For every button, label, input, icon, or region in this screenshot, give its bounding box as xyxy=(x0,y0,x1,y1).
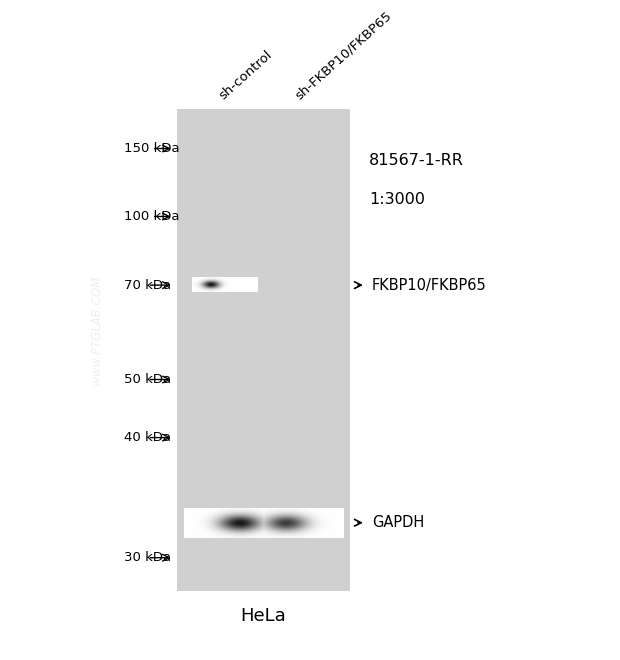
Text: sh-control: sh-control xyxy=(216,48,275,102)
Text: 81567-1-RR: 81567-1-RR xyxy=(369,153,464,168)
Bar xyxy=(177,109,350,591)
Text: 100 kDa: 100 kDa xyxy=(124,210,180,223)
Text: 50 kDa: 50 kDa xyxy=(124,373,171,386)
Text: 40 kDa: 40 kDa xyxy=(124,431,171,444)
Text: www.PTGLAB.COM: www.PTGLAB.COM xyxy=(90,275,102,385)
Text: sh-FKBP10/FKBP65: sh-FKBP10/FKBP65 xyxy=(293,9,394,102)
Text: 1:3000: 1:3000 xyxy=(369,191,425,207)
Text: 150 kDa: 150 kDa xyxy=(124,142,180,155)
Text: GAPDH: GAPDH xyxy=(372,515,424,530)
Text: 70 kDa: 70 kDa xyxy=(124,279,171,292)
Text: HeLa: HeLa xyxy=(241,607,286,625)
Text: FKBP10/FKBP65: FKBP10/FKBP65 xyxy=(372,278,487,292)
Text: 30 kDa: 30 kDa xyxy=(124,551,171,564)
